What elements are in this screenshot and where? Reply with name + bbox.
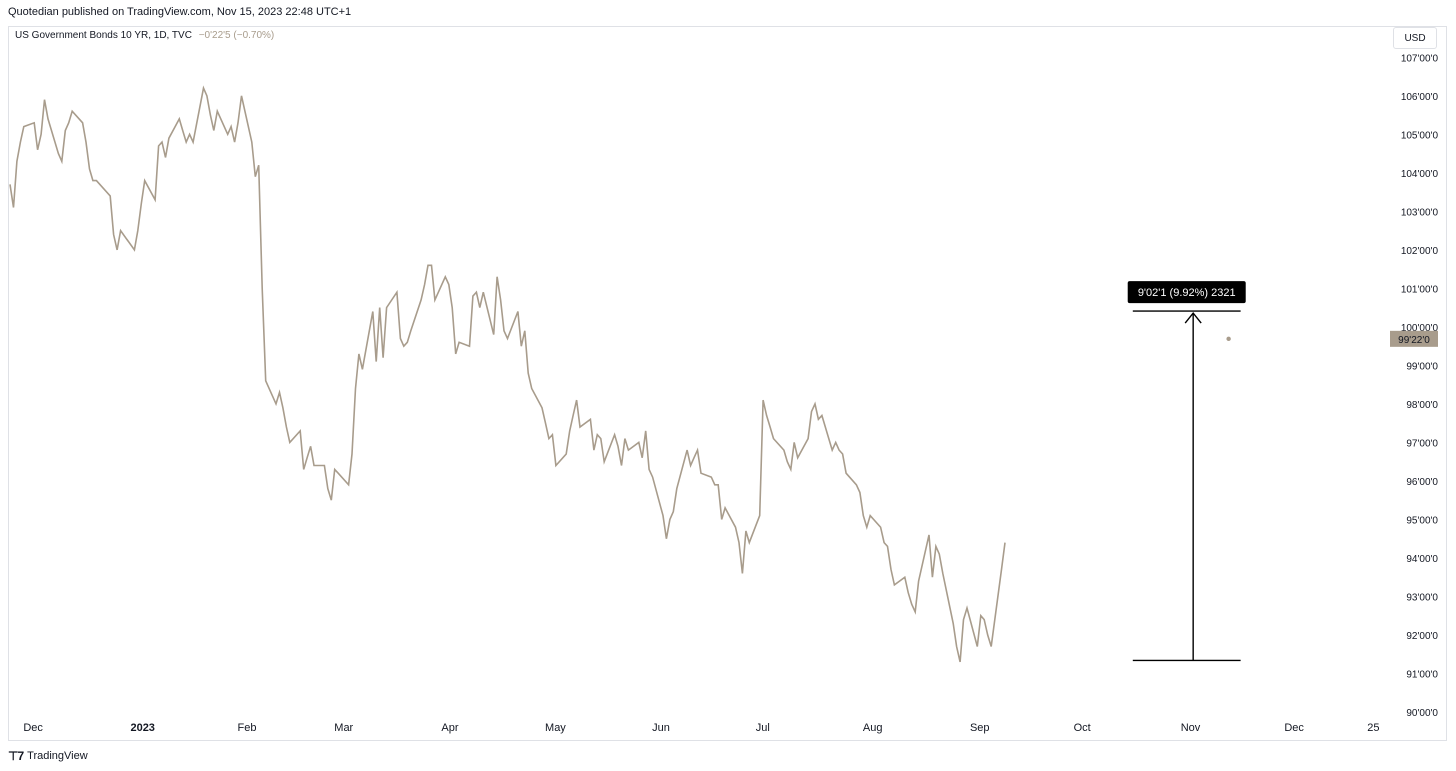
x-tick-label: Dec: [23, 722, 43, 734]
y-tick-label: 101'00'0: [1401, 284, 1439, 295]
y-tick-label: 92'00'0: [1406, 631, 1438, 642]
x-tick-label: Jul: [756, 722, 770, 734]
measure-label-box: [1127, 281, 1246, 304]
chart-frame: [8, 26, 1447, 741]
y-tick-label: 100'00'0: [1401, 323, 1439, 334]
measure-label: 9'02'1 (9.92%) 2321: [1138, 287, 1236, 299]
tradingview-logo-icon: ⊤7: [8, 749, 24, 763]
price-line: [9, 85, 1006, 663]
y-tick-label: 98'00'0: [1406, 400, 1438, 411]
y-tick-label: 95'00'0: [1406, 515, 1438, 526]
last-price-badge: [1390, 330, 1438, 347]
x-tick-label: May: [545, 722, 566, 734]
y-tick-label: 105'00'0: [1401, 130, 1439, 141]
published-note: Quotedian published on TradingView.com, …: [8, 6, 352, 18]
footer-brand[interactable]: ⊤7 TradingView: [8, 749, 88, 763]
brand-name: TradingView: [27, 750, 88, 762]
x-tick-label: Jun: [652, 722, 670, 734]
x-tick-label: Mar: [334, 722, 353, 734]
last-price-dot: [1226, 336, 1231, 342]
symbol-legend[interactable]: US Government Bonds 10 YR, 1D, TVC −0'22…: [15, 30, 274, 41]
x-tick-label: Dec: [1284, 722, 1304, 734]
y-tick-label: 97'00'0: [1406, 438, 1438, 449]
y-tick-label: 103'00'0: [1401, 207, 1439, 218]
y-tick-label: 104'00'0: [1401, 169, 1439, 180]
last-price-label: 99'22'0: [1398, 335, 1430, 346]
last-price-marker: 99'22'0: [1226, 330, 1438, 347]
y-tick-label: 102'00'0: [1401, 246, 1439, 257]
currency-button[interactable]: USD: [1393, 27, 1437, 49]
x-tick-label: Aug: [863, 722, 883, 734]
measure-annotation: 9'02'1 (9.92%) 2321: [1127, 281, 1246, 662]
y-tick-label: 96'00'0: [1406, 477, 1438, 488]
x-tick-label: Oct: [1074, 722, 1091, 734]
y-tick-label: 94'00'0: [1406, 554, 1438, 565]
y-tick-label: 106'00'0: [1401, 92, 1439, 103]
measure-arrow-head: [1184, 311, 1202, 324]
y-tick-label: 99'00'0: [1406, 361, 1438, 372]
y-tick-label: 90'00'0: [1406, 708, 1438, 719]
y-tick-label: 91'00'0: [1406, 669, 1438, 680]
x-tick-label: 2023: [130, 722, 154, 734]
change-label: −0'22'5 (−0.70%): [198, 30, 275, 41]
symbol-label: US Government Bonds 10 YR, 1D, TVC: [15, 30, 192, 41]
x-tick-label: Sep: [970, 722, 990, 734]
y-axis: 107'00'0 106'00'0 105'00'0 104'00'0 103'00'0…: [1401, 53, 1439, 719]
y-tick-label: 93'00'0: [1406, 592, 1438, 603]
x-axis: Dec 2023 Feb Mar Apr May Jun Jul Aug Sep Oct Nov Dec…: [23, 722, 1379, 734]
y-tick-label: 107'00'0: [1401, 53, 1439, 64]
x-tick-label: 25: [1367, 722, 1379, 734]
x-tick-label: Feb: [238, 722, 257, 734]
x-tick-label: Apr: [441, 722, 458, 734]
x-tick-label: Nov: [1181, 722, 1201, 734]
